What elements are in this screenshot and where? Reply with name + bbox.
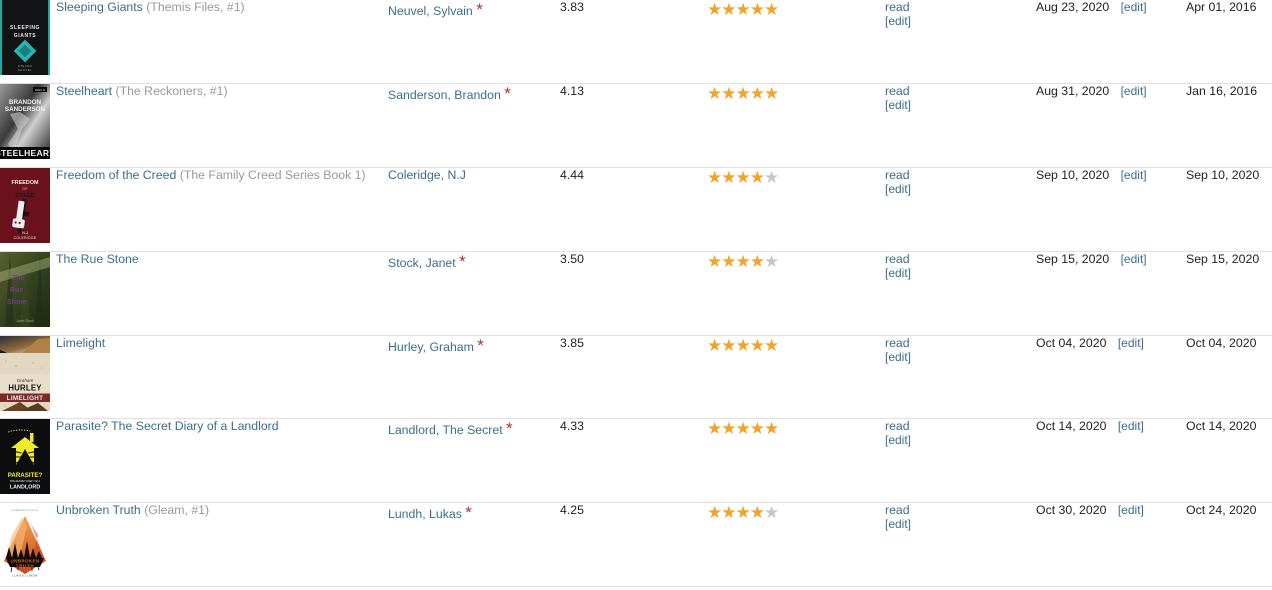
svg-text:COLERIDGE: COLERIDGE <box>14 236 37 240</box>
svg-text:PARASITE?: PARASITE? <box>8 472 43 479</box>
svg-text:LUKAS LUNDH: LUKAS LUNDH <box>12 574 37 578</box>
svg-text:BRANDON: BRANDON <box>9 99 42 106</box>
svg-text:CREED: CREED <box>15 193 35 199</box>
svg-text:The: The <box>12 275 25 282</box>
svg-text:A SHADOWS MY TRILOGY: A SHADOWS MY TRILOGY <box>12 509 39 512</box>
svg-text:HURLEY: HURLEY <box>8 383 42 392</box>
svg-text:Graham: Graham <box>17 378 34 383</box>
svg-text:N.J: N.J <box>22 230 28 235</box>
svg-text:SLEEPING: SLEEPING <box>10 25 40 31</box>
svg-text:SANDERSON: SANDERSON <box>5 106 46 113</box>
svg-text:OF: OF <box>22 186 28 191</box>
svg-text:Janet Stock: Janet Stock <box>16 319 34 323</box>
svg-text:Rue: Rue <box>10 287 23 294</box>
svg-text:ZERO G: ZERO G <box>35 88 45 92</box>
svg-text:LANDLORD: LANDLORD <box>10 485 40 491</box>
svg-text:Stone: Stone <box>7 299 27 306</box>
svg-text:LIMELIGHT: LIMELIGHT <box>7 395 44 402</box>
svg-text:THE SECRET DIARY OF A: THE SECRET DIARY OF A <box>10 480 41 483</box>
svg-text:STEELHEART: STEELHEART <box>0 148 50 158</box>
svg-text:NEUVEL: NEUVEL <box>18 68 32 72</box>
svg-text:GIANTS: GIANTS <box>14 33 37 39</box>
svg-text:TRUTH: TRUTH <box>16 564 35 569</box>
